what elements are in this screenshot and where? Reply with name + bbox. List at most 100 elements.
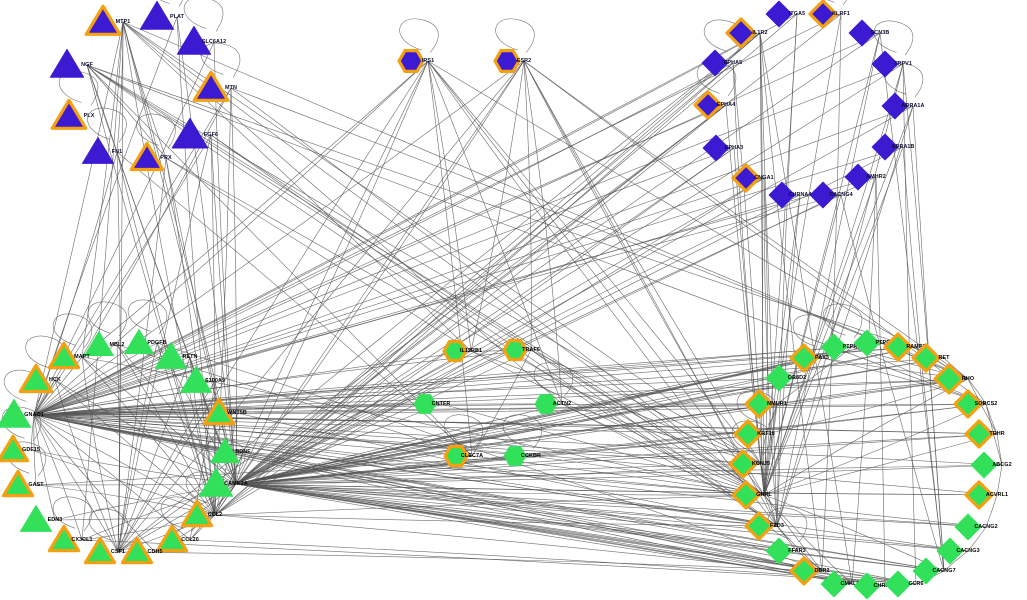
node-shape-diamond[interactable] (884, 570, 912, 598)
node-shape-triangle[interactable] (210, 437, 240, 464)
node-shape-triangle[interactable] (129, 141, 165, 172)
graph-edge (165, 157, 216, 516)
graph-edge (33, 414, 473, 457)
graph-edge (33, 346, 917, 416)
node-shape-triangle[interactable] (47, 341, 81, 370)
node-shape-diamond[interactable] (844, 163, 872, 191)
node-shape-diamond[interactable] (765, 537, 793, 565)
node-shape-diamond[interactable] (733, 419, 763, 449)
node-shape-diamond[interactable] (731, 163, 761, 193)
node-shape-triangle[interactable] (124, 328, 154, 355)
node-shape-hexagon[interactable] (534, 394, 558, 414)
graph-edge (214, 494, 765, 516)
node-shape-triangle[interactable] (179, 365, 213, 393)
node-shape-triangle[interactable] (84, 4, 122, 36)
node-shape-diamond[interactable] (883, 332, 913, 362)
node-shape-diamond[interactable] (820, 570, 848, 598)
graph-edge (943, 550, 969, 572)
node-shape-diamond[interactable] (871, 133, 899, 161)
node-shape-triangle[interactable] (192, 70, 230, 102)
node-shape-hexagon[interactable] (443, 444, 469, 468)
node-shape-diamond[interactable] (911, 343, 941, 373)
graph-edge (117, 60, 429, 553)
node-shape-triangle[interactable] (154, 341, 188, 369)
node-shape-diamond[interactable] (693, 90, 723, 120)
node-shape-diamond[interactable] (744, 389, 774, 419)
graph-edge (967, 378, 998, 435)
graph-edge (86, 64, 167, 159)
graph-edge (427, 60, 762, 465)
node-shape-diamond[interactable] (765, 364, 793, 392)
node-shape-diamond[interactable] (848, 19, 876, 47)
node-shape-diamond[interactable] (881, 92, 909, 120)
node-shape-diamond[interactable] (853, 329, 881, 357)
node-shape-triangle[interactable] (198, 467, 234, 497)
node-shape-triangle[interactable] (171, 117, 209, 149)
graph-edge (985, 494, 998, 528)
node-shape-triangle[interactable] (120, 536, 154, 565)
node-shape-triangle[interactable] (49, 48, 85, 78)
graph-self-loop (399, 18, 439, 53)
node-shape-triangle[interactable] (176, 25, 212, 55)
node-shape-diamond[interactable] (789, 556, 819, 586)
node-shape-hexagon[interactable] (442, 339, 468, 363)
node-shape-hexagon[interactable] (502, 338, 528, 362)
node-shape-triangle[interactable] (81, 136, 115, 164)
node-shape-diamond[interactable] (808, 0, 838, 29)
graph-edge (33, 32, 881, 416)
node-shape-hexagon[interactable] (493, 49, 521, 73)
node-shape-triangle[interactable] (202, 397, 236, 426)
graph-edge (235, 357, 945, 485)
node-shape-diamond[interactable] (964, 419, 994, 449)
node-shape-diamond[interactable] (820, 333, 848, 361)
graph-edge (523, 60, 762, 465)
node-shape-diamond[interactable] (702, 134, 730, 162)
node-shape-diamond[interactable] (964, 480, 994, 510)
node-shape-triangle[interactable] (0, 434, 30, 463)
node-shape-diamond[interactable] (768, 181, 796, 209)
graph-self-loop (87, 301, 128, 337)
graph-edge (214, 483, 237, 516)
node-shape-triangle[interactable] (47, 524, 81, 553)
graph-edge (235, 378, 969, 485)
node-shape-diamond[interactable] (953, 389, 983, 419)
node-shape-triangle[interactable] (1, 469, 35, 498)
graph-edge (33, 379, 56, 416)
node-shape-triangle[interactable] (83, 536, 117, 565)
node-shape-diamond[interactable] (765, 0, 793, 28)
graph-edge (33, 177, 765, 416)
node-shape-diamond[interactable] (701, 49, 729, 77)
graph-edge (235, 463, 762, 485)
node-shape-diamond[interactable] (936, 537, 964, 565)
graph-edge (33, 60, 429, 416)
node-shape-triangle[interactable] (50, 98, 88, 130)
node-shape-triangle[interactable] (84, 330, 114, 357)
node-shape-diamond[interactable] (933, 363, 965, 395)
node-shape-triangle[interactable] (180, 499, 214, 528)
node-shape-diamond[interactable] (871, 50, 899, 78)
node-shape-triangle[interactable] (0, 398, 32, 428)
node-shape-triangle[interactable] (18, 363, 54, 394)
node-shape-triangle[interactable] (139, 0, 175, 30)
node-shape-triangle[interactable] (19, 504, 53, 532)
node-shape-hexagon[interactable] (503, 446, 527, 466)
node-shape-hexagon[interactable] (413, 394, 437, 414)
node-shape-diamond[interactable] (970, 451, 998, 479)
node-shape-diamond[interactable] (912, 557, 940, 585)
graph-edge (235, 32, 881, 485)
graph-edge (235, 146, 904, 485)
node-shape-diamond[interactable] (853, 572, 881, 600)
node-shape-diamond[interactable] (954, 513, 982, 541)
graph-edge (967, 378, 987, 405)
node-shape-diamond[interactable] (809, 181, 837, 209)
node-shape-diamond[interactable] (728, 449, 758, 479)
graph-edge (33, 414, 765, 496)
node-shape-triangle[interactable] (155, 524, 189, 553)
node-shape-diamond[interactable] (789, 343, 819, 373)
node-shape-diamond[interactable] (744, 511, 774, 541)
node-shape-diamond[interactable] (725, 17, 757, 49)
node-shape-hexagon[interactable] (397, 49, 425, 73)
graph-edge (996, 433, 1003, 466)
node-shape-diamond[interactable] (731, 480, 761, 510)
